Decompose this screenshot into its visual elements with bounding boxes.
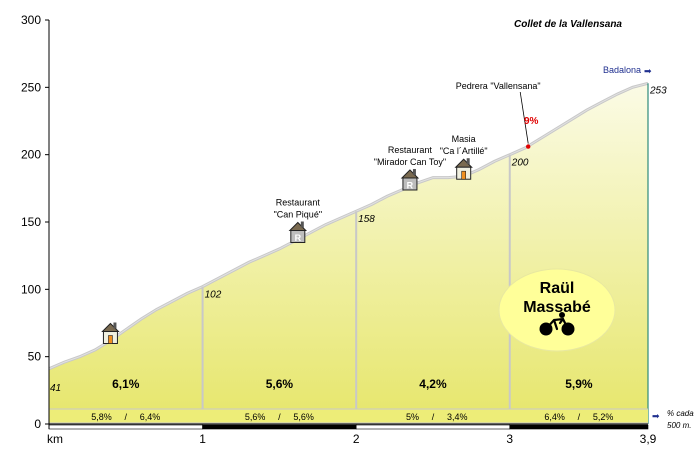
elevation-label: 158 [358, 214, 375, 225]
house-door [461, 170, 466, 180]
segment-gradient-label: 5,6% [266, 377, 294, 391]
landmark-label: Restaurant [388, 145, 433, 155]
y-tick-label: 100 [21, 282, 41, 296]
sub-gradient-label: 5,6% [293, 412, 314, 422]
author-first-name: Raül [540, 280, 575, 297]
author-badge [498, 268, 616, 352]
unit-arrow: ➡ [652, 411, 660, 421]
sub-gradient-separator: / [432, 412, 435, 422]
sub-gradient-label: 3,4% [447, 412, 468, 422]
restaurant-mark: R [295, 233, 302, 243]
sub-gradient-separator: / [125, 412, 128, 422]
destination-arrow: ➡ [644, 66, 652, 76]
cyclist-body [544, 317, 570, 331]
elevation-label: 253 [649, 85, 667, 96]
landmark-label: Restaurant [276, 198, 321, 208]
sub-gradient-separator: / [578, 412, 581, 422]
restaurant-chimney [412, 168, 416, 175]
chart-title: Collet de la Vallensana [514, 19, 622, 30]
author-last-name: Massabé [523, 299, 591, 316]
house-chimney [466, 158, 470, 165]
segment-gradient-label: 5,9% [565, 377, 593, 391]
y-tick-label: 0 [34, 417, 41, 431]
house-icon [454, 158, 473, 180]
segment-gradient-label: 6,1% [112, 377, 140, 391]
house-chimney [113, 322, 117, 329]
profile-fill [49, 83, 648, 425]
restaurant-wall [402, 177, 418, 191]
km-ruler-segment [509, 424, 649, 430]
house-door [108, 335, 113, 344]
sub-gradient-label: 6,4% [140, 412, 161, 422]
elevation-label: 102 [205, 290, 222, 301]
restaurant-icon: R [288, 221, 308, 244]
destination-label: Badalona [603, 65, 641, 75]
profile-line-highlight [48, 82, 649, 370]
restaurant-chimney [300, 221, 304, 228]
x-axis-label: km [47, 432, 63, 446]
sub-gradient-label: 5,2% [593, 412, 614, 422]
y-tick-label: 50 [28, 350, 42, 364]
sub-gradient-band [49, 409, 648, 424]
quarry-marker [526, 144, 531, 149]
x-tick-label: 2 [353, 432, 360, 446]
unit-label: 500 m. [667, 421, 691, 430]
sub-gradient-label: 6,4% [544, 412, 565, 422]
max-gradient-label: 9% [524, 116, 539, 127]
axes: 0 50 100 150 200 250 300 km 1 2 3 3,9 [21, 13, 657, 446]
y-tick-label: 200 [21, 148, 41, 162]
x-tick-label: 3,9 [640, 432, 657, 446]
landmark-label: "Can Piqué" [274, 210, 322, 220]
elevation-label: 41 [50, 383, 61, 394]
quarry-label: Pedrera "Vallensana" [456, 81, 541, 91]
segment-gradient-label: 4,2% [419, 377, 447, 391]
sub-gradient-label: 5% [406, 412, 419, 422]
elevation-label: 200 [511, 158, 529, 169]
unit-label: % cada [667, 409, 694, 418]
cyclist-head [559, 312, 565, 318]
house-icon [101, 322, 120, 345]
sub-gradient-separator: / [278, 412, 281, 422]
sub-gradient-label: 5,8% [91, 412, 112, 422]
km-ruler-segment [202, 424, 357, 430]
sub-gradient-label: 5,6% [245, 412, 266, 422]
landmark-label: "Mirador Can Toy" [374, 157, 446, 167]
labels-layer: Collet de la Vallensana 41 102 158 200 253 6,1… [50, 19, 694, 430]
restaurant-mark: R [407, 180, 414, 190]
restaurant-wall [290, 230, 306, 244]
profile-area-layer [48, 81, 649, 425]
quarry-leader-line [519, 91, 529, 144]
bottom-bands [48, 408, 649, 430]
x-tick-label: 3 [506, 432, 513, 446]
x-tick-label: 1 [199, 432, 206, 446]
y-tick-label: 300 [21, 13, 41, 27]
km-ruler-segment [48, 424, 203, 430]
landmark-label: Masia [452, 134, 476, 144]
restaurant-icon: R [400, 168, 420, 191]
km-ruler-segment [355, 424, 511, 430]
y-tick-label: 250 [21, 80, 41, 94]
y-tick-label: 150 [21, 215, 41, 229]
landmark-label: "Ca l´Artillé" [440, 146, 488, 156]
cyclist-icon [539, 312, 575, 336]
